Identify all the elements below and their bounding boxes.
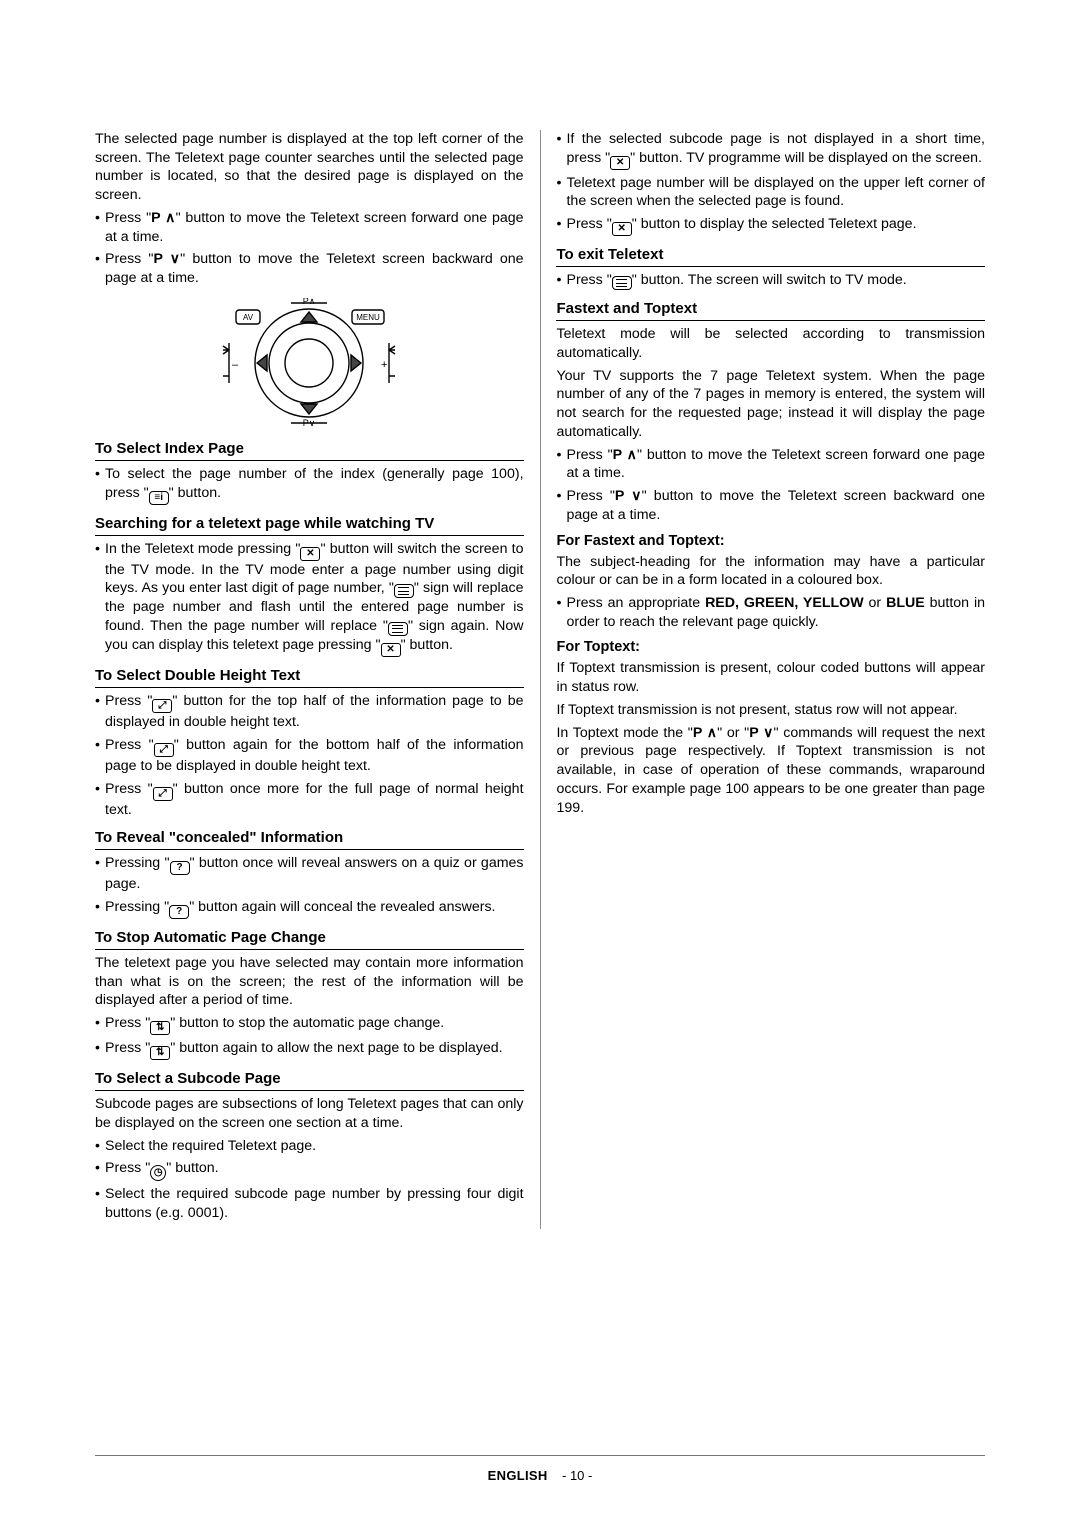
- left-column: The selected page number is displayed at…: [95, 130, 524, 1229]
- hold-icon: ⇅: [150, 1046, 170, 1060]
- subheading-fastext-toptext: For Fastext and Toptext:: [556, 533, 985, 549]
- teletext-lines-icon: [612, 276, 632, 290]
- list-item: Teletext page number will be displayed o…: [556, 174, 985, 211]
- ftt-paragraph: The subject-heading for the information …: [556, 553, 985, 590]
- two-column-layout: The selected page number is displayed at…: [95, 130, 985, 1229]
- column-separator: [540, 130, 541, 1229]
- svg-text:P∨: P∨: [303, 418, 316, 428]
- teletext-lines-icon: [394, 584, 414, 598]
- menu-label: MENU: [356, 313, 380, 322]
- list-item: Press "P ∧" button to move the Teletext …: [95, 209, 524, 246]
- top-p1: If Toptext transmission is present, colo…: [556, 659, 985, 696]
- stop-paragraph: The teletext page you have selected may …: [95, 954, 524, 1010]
- svg-text:+: +: [381, 359, 387, 371]
- remote-svg-icon: AV MENU – + P∧ P∨: [194, 298, 424, 428]
- p-down-icon: P ∨: [153, 251, 180, 267]
- footer-lang: ENGLISH: [488, 1468, 548, 1483]
- question-icon: ?: [169, 905, 189, 919]
- p-up-icon: P ∧: [693, 725, 717, 741]
- list-item: Press "⤢" button for the top half of the…: [95, 692, 524, 732]
- manual-page: The selected page number is displayed at…: [0, 0, 1080, 1528]
- list-item: Press "⇅" button again to allow the next…: [95, 1039, 524, 1060]
- footer-page-number: - 10 -: [562, 1468, 592, 1483]
- expand-icon: ⤢: [152, 699, 172, 713]
- colors-bold: RED, GREEN, YELLOW: [705, 595, 864, 611]
- ft-p2: Your TV supports the 7 page Teletext sys…: [556, 367, 985, 442]
- list-item: Select the required subcode page number …: [95, 1185, 524, 1222]
- heading-reveal: To Reveal "concealed" Information: [95, 829, 524, 850]
- bottom-rule: [95, 1455, 985, 1456]
- list-item: Press "" button. The screen will switch …: [556, 271, 985, 290]
- list-item: Press "P ∧" button to move the Teletext …: [556, 446, 985, 483]
- list-item: Press "⤢" button once more for the full …: [95, 780, 524, 820]
- p-down-icon: P ∨: [615, 488, 642, 504]
- heading-fastext-toptext: Fastext and Toptext: [556, 300, 985, 321]
- heading-stop-auto: To Stop Automatic Page Change: [95, 929, 524, 950]
- right-column: If the selected subcode page is not disp…: [556, 130, 985, 1229]
- list-item: Pressing "?" button once will reveal ans…: [95, 854, 524, 894]
- x-box-icon: ✕: [300, 547, 320, 561]
- hold-icon: ⇅: [150, 1021, 170, 1035]
- list-item: If the selected subcode page is not disp…: [556, 130, 985, 170]
- p-down-icon: P ∨: [749, 725, 773, 741]
- av-label: AV: [243, 313, 254, 322]
- p-up-icon: P ∧: [151, 210, 175, 226]
- remote-nav-diagram: AV MENU – + P∧ P∨: [95, 298, 524, 428]
- list-item: Press "⤢" button again for the bottom ha…: [95, 736, 524, 776]
- nav-list: Press "P ∧" button to move the Teletext …: [95, 209, 524, 288]
- top-p3: In Toptext mode the "P ∧" or "P ∨" comma…: [556, 724, 985, 818]
- top-p2: If Toptext transmission is not present, …: [556, 701, 985, 720]
- list-item: Press "⇅" button to stop the automatic p…: [95, 1014, 524, 1035]
- clock-icon: ◷: [150, 1165, 166, 1181]
- x-box-icon: ✕: [612, 222, 632, 236]
- intro-paragraph: The selected page number is displayed at…: [95, 130, 524, 205]
- x-box-icon: ✕: [610, 156, 630, 170]
- list-item: Select the required Teletext page.: [95, 1137, 524, 1156]
- list-item: In the Teletext mode pressing "✕" button…: [95, 540, 524, 657]
- heading-exit: To exit Teletext: [556, 246, 985, 267]
- subheading-toptext: For Toptext:: [556, 639, 985, 655]
- x-box-icon: ✕: [381, 643, 401, 657]
- page-footer: ENGLISH - 10 -: [0, 1468, 1080, 1483]
- ft-p1: Teletext mode will be selected according…: [556, 325, 985, 362]
- subcode-paragraph: Subcode pages are subsections of long Te…: [95, 1095, 524, 1132]
- list-item: Press "P ∨" button to move the Teletext …: [95, 250, 524, 287]
- expand-icon: ⤢: [153, 787, 173, 801]
- p-up-icon: P ∧: [613, 447, 637, 463]
- heading-index: To Select Index Page: [95, 440, 524, 461]
- svg-text:–: –: [232, 359, 239, 371]
- blue-bold: BLUE: [886, 595, 925, 611]
- list-item: To select the page number of the index (…: [95, 465, 524, 505]
- list-item: Press "✕" button to display the selected…: [556, 215, 985, 236]
- heading-double-height: To Select Double Height Text: [95, 667, 524, 688]
- svg-text:P∧: P∧: [303, 298, 316, 306]
- teletext-lines-icon: [388, 622, 408, 636]
- heading-subcode: To Select a Subcode Page: [95, 1070, 524, 1091]
- list-item: Pressing "?" button again will conceal t…: [95, 898, 524, 919]
- question-icon: ?: [170, 861, 190, 875]
- list-item: Press "◷" button.: [95, 1159, 524, 1181]
- heading-search: Searching for a teletext page while watc…: [95, 515, 524, 536]
- list-item: Press an appropriate RED, GREEN, YELLOW …: [556, 594, 985, 631]
- index-ei-icon: ≡i: [149, 491, 169, 505]
- list-item: Press "P ∨" button to move the Teletext …: [556, 487, 985, 524]
- expand-icon: ⤢: [154, 743, 174, 757]
